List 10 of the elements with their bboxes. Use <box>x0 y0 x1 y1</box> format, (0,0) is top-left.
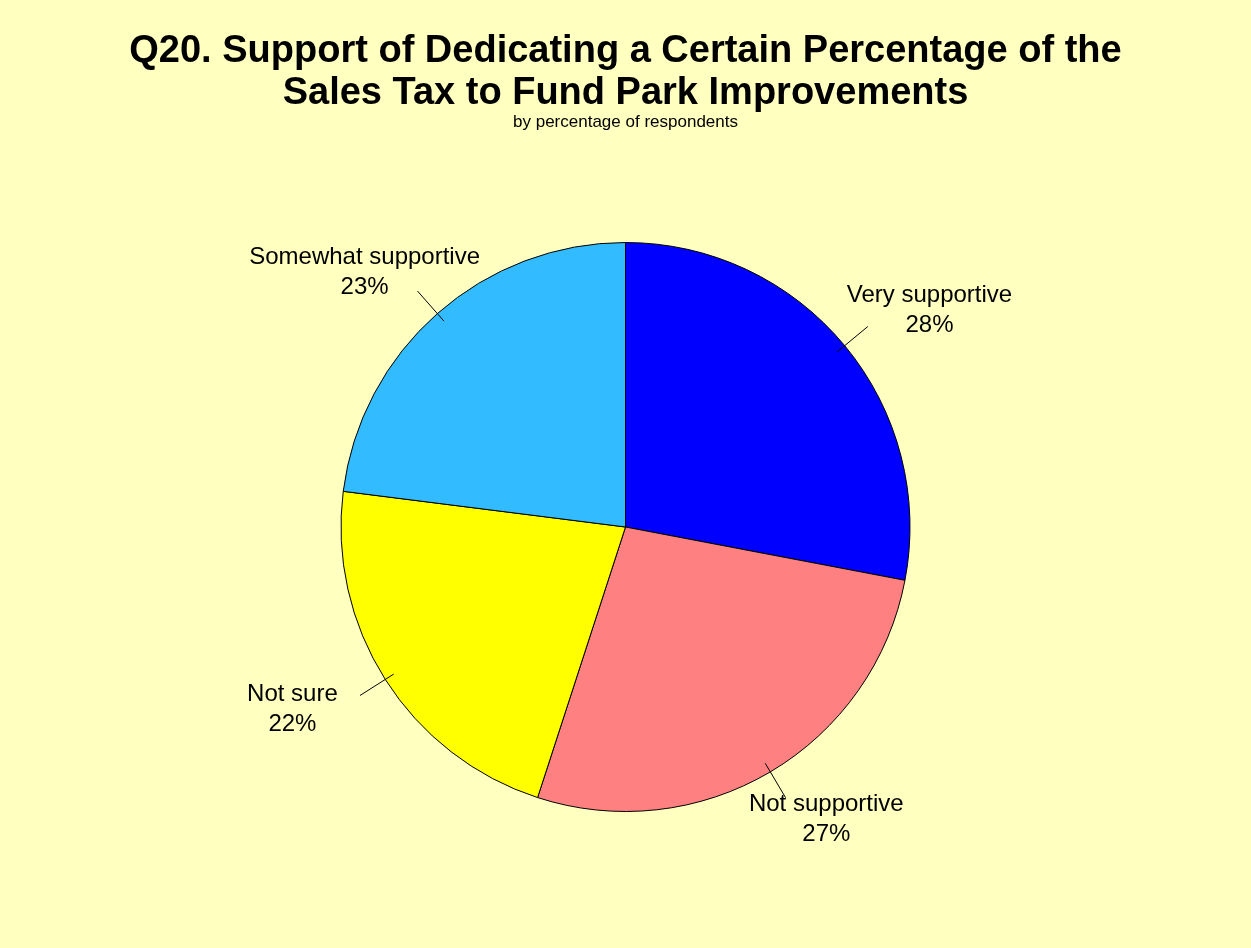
data-label: 22% <box>268 708 317 736</box>
data-label: 27% <box>802 818 851 846</box>
slice-label: Not sure <box>247 678 338 706</box>
data-label: 28% <box>905 310 954 338</box>
chart-title: Q20. Support of Dedicating a Certain Percentage of the Sales Tax to Fund Park Improvements <box>128 28 1123 112</box>
chart-subtitle: by percentage of respondents <box>512 112 739 132</box>
slice-label: Somewhat supportive <box>249 241 481 269</box>
slice-label: Very supportive <box>846 280 1013 308</box>
slice-label: Not supportive <box>748 788 904 816</box>
data-label: 23% <box>340 271 389 299</box>
